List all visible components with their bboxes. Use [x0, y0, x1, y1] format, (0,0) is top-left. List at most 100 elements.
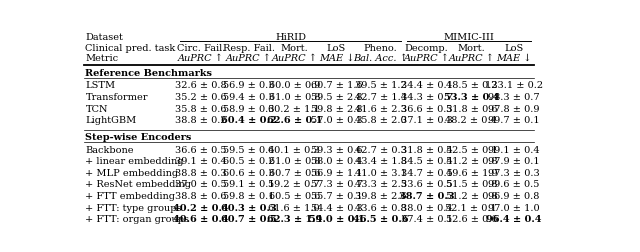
Text: 96.4 ± 0.4: 96.4 ± 0.4	[486, 214, 541, 223]
Text: 60.2 ± 1.1: 60.2 ± 1.1	[268, 104, 320, 113]
Text: 61.0 ± 0.8: 61.0 ± 0.8	[269, 157, 320, 166]
Text: 45.8 ± 2.0: 45.8 ± 2.0	[355, 116, 406, 125]
Text: 38.0 ± 0.4: 38.0 ± 0.4	[401, 203, 452, 212]
Text: 48.5 ± 0.3: 48.5 ± 0.3	[445, 81, 497, 90]
Text: 60.5 ± 0.6: 60.5 ± 0.6	[269, 191, 320, 200]
Text: 38.7 ± 0.3: 38.7 ± 0.3	[399, 191, 454, 200]
Text: 32.6 ± 0.8: 32.6 ± 0.8	[175, 81, 227, 90]
Text: 34.5 ± 0.4: 34.5 ± 0.4	[401, 157, 452, 166]
Text: 99.7 ± 0.1: 99.7 ± 0.1	[488, 116, 540, 125]
Text: 36.6 ± 0.3: 36.6 ± 0.3	[401, 104, 452, 113]
Text: 40.2 ± 0.4: 40.2 ± 0.4	[173, 203, 229, 212]
Text: Circ. Fail.: Circ. Fail.	[177, 44, 225, 53]
Text: 31.8 ± 0.4: 31.8 ± 0.4	[401, 145, 452, 154]
Text: 38.8 ± 0.3: 38.8 ± 0.3	[175, 168, 227, 177]
Text: AuPRC ↑: AuPRC ↑	[404, 54, 450, 62]
Text: 59.4 ± 0.3: 59.4 ± 0.3	[223, 92, 275, 102]
Text: 43.3 ± 2.5: 43.3 ± 2.5	[355, 180, 406, 189]
Text: 43.4 ± 1.8: 43.4 ± 1.8	[355, 157, 406, 166]
Text: Metric: Metric	[86, 54, 118, 62]
Text: 38.8 ± 0.2: 38.8 ± 0.2	[175, 116, 227, 125]
Text: TCN: TCN	[86, 104, 108, 113]
Text: HiRID: HiRID	[275, 33, 307, 42]
Text: 60.0 ± 0.9: 60.0 ± 0.9	[269, 81, 320, 90]
Text: MAE ↓: MAE ↓	[496, 54, 532, 62]
Text: Clinical pred. task: Clinical pred. task	[86, 44, 176, 53]
Text: 54.0 ± 0.1: 54.0 ± 0.1	[308, 214, 364, 223]
Text: 60.1 ± 0.3: 60.1 ± 0.3	[268, 145, 320, 154]
Text: AuPRC ↑: AuPRC ↑	[178, 54, 224, 62]
Text: 58.0 ± 0.4: 58.0 ± 0.4	[310, 157, 362, 166]
Text: + FTT embedding: + FTT embedding	[86, 191, 175, 200]
Text: Step-wise Encoders: Step-wise Encoders	[86, 132, 192, 141]
Text: 97.3 ± 0.3: 97.3 ± 0.3	[488, 168, 540, 177]
Text: 39.5 ± 1.2: 39.5 ± 1.2	[355, 81, 406, 90]
Text: 34.4 ± 0.1: 34.4 ± 0.1	[401, 81, 452, 90]
Text: Reference Benchmarks: Reference Benchmarks	[86, 68, 212, 77]
Text: 49.6 ± 1.9: 49.6 ± 1.9	[445, 168, 497, 177]
Text: LightGBM: LightGBM	[86, 116, 137, 125]
Text: 57.3 ± 0.7: 57.3 ± 0.7	[310, 180, 362, 189]
Text: + FTT: type groups: + FTT: type groups	[86, 203, 182, 212]
Text: 55.7 ± 0.1: 55.7 ± 0.1	[310, 191, 362, 200]
Text: 60.4 ± 0.2: 60.4 ± 0.2	[221, 116, 276, 125]
Text: 46.5 ± 0.6: 46.5 ± 0.6	[353, 214, 408, 223]
Text: 41.0 ± 3.1: 41.0 ± 3.1	[355, 168, 406, 177]
Text: 98.3 ± 0.7: 98.3 ± 0.7	[488, 92, 540, 102]
Text: MIMIC-III: MIMIC-III	[444, 33, 495, 42]
Text: 41.6 ± 2.3: 41.6 ± 2.3	[355, 104, 406, 113]
Text: AuPRC ↑: AuPRC ↑	[271, 54, 317, 62]
Text: Transformer: Transformer	[86, 92, 148, 102]
Text: Mort.: Mort.	[280, 44, 308, 53]
Text: 42.7 ± 0.3: 42.7 ± 0.3	[355, 145, 406, 154]
Text: 60.3 ± 0.3: 60.3 ± 0.3	[221, 203, 276, 212]
Text: 60.6 ± 0.3: 60.6 ± 0.3	[223, 168, 275, 177]
Text: LoS: LoS	[327, 44, 346, 53]
Text: 56.9 ± 0.3: 56.9 ± 0.3	[223, 81, 275, 90]
Text: 34.7 ± 0.5: 34.7 ± 0.5	[401, 168, 452, 177]
Text: 97.8 ± 0.9: 97.8 ± 0.9	[488, 104, 540, 113]
Text: 60.7 ± 0.6: 60.7 ± 0.6	[269, 168, 320, 177]
Text: Mort.: Mort.	[458, 44, 485, 53]
Text: 58.9 ± 0.3: 58.9 ± 0.3	[223, 104, 275, 113]
Text: 37.1 ± 0.3: 37.1 ± 0.3	[401, 116, 452, 125]
Text: 33.6 ± 0.5: 33.6 ± 0.5	[401, 180, 452, 189]
Text: 37.4 ± 0.1: 37.4 ± 0.1	[401, 214, 452, 223]
Text: Decomp.: Decomp.	[405, 44, 449, 53]
Text: 51.2 ± 0.8: 51.2 ± 0.8	[445, 157, 497, 166]
Text: Dataset: Dataset	[86, 33, 124, 42]
Text: LoS: LoS	[504, 44, 524, 53]
Text: 35.8 ± 0.6: 35.8 ± 0.6	[175, 104, 227, 113]
Text: 59.5 ± 0.4: 59.5 ± 0.4	[223, 145, 275, 154]
Text: + MLP embedding: + MLP embedding	[86, 168, 179, 177]
Text: 34.3 ± 0.7: 34.3 ± 0.7	[401, 92, 452, 102]
Text: 62.3 ± 1.9: 62.3 ± 1.9	[267, 214, 322, 223]
Text: MAE ↓: MAE ↓	[319, 54, 354, 62]
Text: 37.0 ± 0.5: 37.0 ± 0.5	[175, 180, 227, 189]
Text: 97.9 ± 0.1: 97.9 ± 0.1	[488, 157, 540, 166]
Text: 52.5 ± 0.1: 52.5 ± 0.1	[445, 145, 497, 154]
Text: 51.5 ± 0.8: 51.5 ± 0.8	[445, 180, 497, 189]
Text: Bal. Acc. ↑: Bal. Acc. ↑	[353, 54, 408, 62]
Text: 42.7 ± 1.4: 42.7 ± 1.4	[355, 92, 406, 102]
Text: 38.8 ± 0.6: 38.8 ± 0.6	[175, 191, 227, 200]
Text: 35.2 ± 0.6: 35.2 ± 0.6	[175, 92, 227, 102]
Text: 59.2 ± 0.7: 59.2 ± 0.7	[268, 180, 320, 189]
Text: 36.6 ± 0.5: 36.6 ± 0.5	[175, 145, 227, 154]
Text: 57.0 ± 0.3: 57.0 ± 0.3	[310, 116, 362, 125]
Text: 99.6 ± 0.5: 99.6 ± 0.5	[488, 180, 540, 189]
Text: 51.8 ± 0.6: 51.8 ± 0.6	[445, 104, 497, 113]
Text: 52.6 ± 0.6: 52.6 ± 0.6	[445, 214, 497, 223]
Text: 52.1 ± 0.1: 52.1 ± 0.1	[445, 203, 497, 212]
Text: 48.2 ± 0.4: 48.2 ± 0.4	[445, 116, 497, 125]
Text: 39.8 ± 2.6: 39.8 ± 2.6	[355, 191, 406, 200]
Text: 60.7 ± 0.5: 60.7 ± 0.5	[221, 214, 276, 223]
Text: 97.0 ± 1.0: 97.0 ± 1.0	[488, 203, 540, 212]
Text: 61.6 ± 1.0: 61.6 ± 1.0	[268, 203, 320, 212]
Text: Resp. Fail.: Resp. Fail.	[223, 44, 275, 53]
Text: LSTM: LSTM	[86, 81, 116, 90]
Text: 53.3 ± 0.4: 53.3 ± 0.4	[444, 92, 499, 102]
Text: 51.2 ± 0.8: 51.2 ± 0.8	[445, 191, 497, 200]
Text: 59.8 ± 2.8: 59.8 ± 2.8	[310, 104, 362, 113]
Text: 99.1 ± 0.4: 99.1 ± 0.4	[488, 145, 540, 154]
